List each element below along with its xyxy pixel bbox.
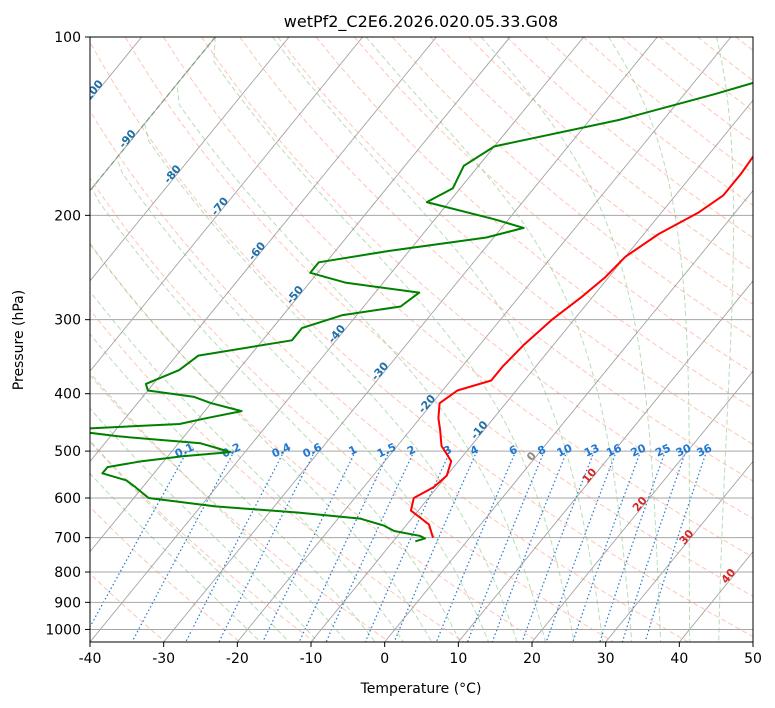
- dry-adiabat-line: [430, 37, 753, 305]
- dry-adiabat-line: [90, 110, 689, 642]
- moist-adiabat-line: [608, 37, 691, 642]
- isotherm-line: [90, 37, 511, 553]
- mixing-ratio-label: 20: [629, 441, 649, 459]
- mixing-ratio-line: [466, 450, 545, 642]
- x-tick-label: 30: [597, 651, 615, 667]
- y-axis-label: Pressure (hPa): [11, 290, 27, 390]
- chart-title: wetPf2_C2E6.2026.020.05.33.G08: [284, 12, 558, 32]
- moist-adiabat-line: [272, 37, 604, 642]
- y-tick-label: 900: [54, 595, 81, 611]
- plot-frame: [89, 36, 754, 643]
- x-tick-label: -40: [79, 651, 102, 667]
- moist-adiabat-line: [90, 37, 261, 642]
- isotherm-line: [236, 37, 732, 642]
- mixing-ratio-label: 10: [555, 441, 575, 459]
- isotherm-line: [90, 37, 585, 642]
- mixing-ratio-label: 30: [674, 441, 694, 459]
- dry-adiabat-line: [90, 506, 241, 642]
- mixing-ratio-line: [599, 450, 666, 642]
- mixing-ratio-line: [621, 450, 687, 642]
- mixing-ratio-label: 16: [604, 441, 624, 459]
- moist-adiabat-line: [90, 37, 290, 642]
- moist-adiabat-line: [144, 37, 518, 642]
- moist-adiabat-line: [90, 37, 433, 642]
- dry-adiabat-line: [90, 243, 540, 642]
- mixing-ratio-line: [90, 450, 188, 629]
- x-tick-label: -20: [226, 651, 249, 667]
- y-tick-label: 500: [54, 444, 81, 460]
- dry-adiabat-line: [90, 572, 166, 642]
- isotherm-line: [90, 37, 364, 372]
- mixing-ratio-label: 25: [653, 441, 672, 459]
- y-tick-label: 300: [54, 313, 81, 329]
- moist-adiabat-line: [90, 37, 376, 642]
- mixing-ratio-line: [298, 450, 390, 642]
- x-axis-label: Temperature (°C): [360, 681, 482, 697]
- y-tick-label: 800: [54, 565, 81, 581]
- dry-adiabat-line: [201, 37, 753, 520]
- mixing-ratio-label: 13: [582, 441, 601, 459]
- dry-adiabat-line: [353, 37, 753, 374]
- x-tick-label: 20: [523, 651, 541, 667]
- y-tick-label: 100: [54, 30, 81, 46]
- x-tick-label: 50: [744, 651, 762, 667]
- moist-adiabat-line: [116, 37, 489, 642]
- x-tick-label: -10: [300, 651, 323, 667]
- y-tick-label: 600: [54, 491, 81, 507]
- x-tick-label: 0: [380, 651, 389, 667]
- moist-adiabat-line: [91, 37, 461, 642]
- y-tick-label: 200: [54, 208, 81, 224]
- y-tick-label: 1000: [45, 622, 81, 638]
- dry-adiabat-line: [124, 37, 753, 597]
- mixing-ratio-line: [262, 450, 357, 642]
- mixing-ratio-line: [644, 450, 708, 642]
- isotherm-line: [457, 280, 753, 642]
- isotherm-line: [531, 370, 753, 642]
- isotherm-line: [90, 37, 290, 282]
- dry-adiabat-line: [90, 177, 614, 642]
- moist-adiabat-line: [213, 37, 575, 642]
- x-axis-ticks: -40 -30 -20 -10 0 10 20 30 40 50: [79, 642, 762, 667]
- mixing-ratio-line: [435, 450, 517, 642]
- y-axis-ticks: 100 200 300 400 500 600 700 800 900 1000: [45, 30, 90, 638]
- mixing-ratio-line: [185, 450, 285, 642]
- x-tick-label: 10: [449, 651, 467, 667]
- moist-adiabat-line: [716, 37, 735, 642]
- isotherm-line: [310, 99, 753, 642]
- y-tick-label: 700: [54, 531, 81, 547]
- isotherm-line: [384, 189, 753, 642]
- moist-adiabat-line: [176, 37, 546, 642]
- x-tick-label: -30: [152, 651, 175, 667]
- dry-adiabat-line: [392, 37, 753, 339]
- mixing-ratio-line: [325, 450, 415, 642]
- temperature-profile: [409, 154, 753, 538]
- mixing-ratio-line: [521, 450, 595, 642]
- moist-adiabat-line: [90, 37, 347, 642]
- isotherm-line: [605, 460, 753, 642]
- mixing-ratio-line: [545, 450, 618, 642]
- y-tick-label: 400: [54, 387, 81, 403]
- isotherm-line: [90, 37, 437, 463]
- mixing-ratio-label: 36: [695, 441, 715, 459]
- dewpoint-profile: [90, 81, 753, 543]
- isotherm-line: [90, 37, 216, 192]
- dry-adiabat-line: [163, 37, 753, 558]
- x-tick-label: 40: [670, 651, 688, 667]
- dry-adiabat-line: [90, 309, 465, 642]
- background-grid: [90, 37, 753, 642]
- isotherm-line: [163, 37, 658, 642]
- sounding-profiles: [90, 81, 753, 543]
- mixing-ratio-line: [218, 450, 316, 642]
